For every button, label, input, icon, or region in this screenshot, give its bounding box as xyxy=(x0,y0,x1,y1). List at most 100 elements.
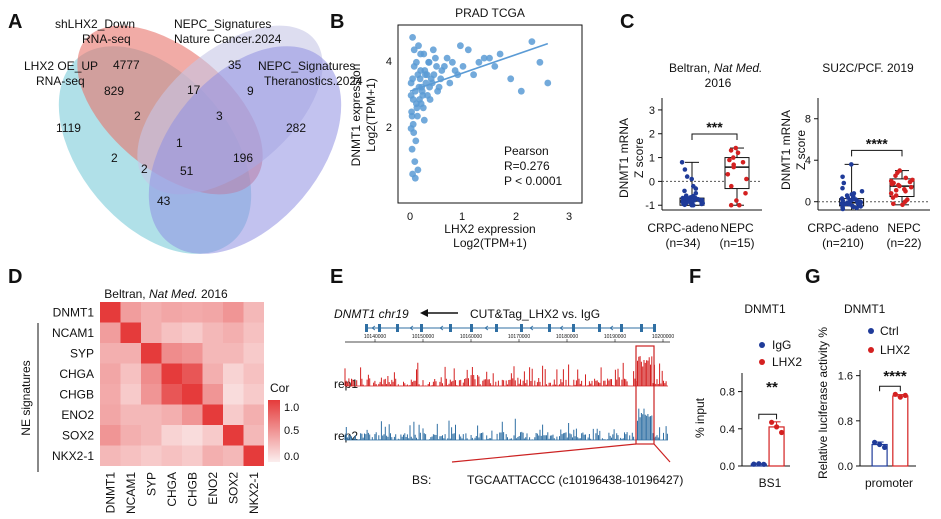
coverage-bars xyxy=(344,408,668,440)
heatmap-col-label: NCAM1 xyxy=(124,472,138,514)
gene-exon xyxy=(449,324,452,332)
venn-count: 3 xyxy=(216,109,223,123)
legend-tick: 0.5 xyxy=(284,425,299,437)
box-left-ylabel-2: Z score xyxy=(632,138,646,178)
box-point xyxy=(907,179,913,185)
scatter-point xyxy=(459,63,467,70)
heatmap-cell xyxy=(161,404,182,425)
binding-site-highlight xyxy=(635,345,655,445)
bar-f-sig: ** xyxy=(766,379,778,396)
scatter-point xyxy=(409,96,417,103)
box-point xyxy=(841,180,847,186)
scatter-point xyxy=(449,58,456,66)
y-tick-label: 0.8 xyxy=(720,387,735,399)
heatmap-cell xyxy=(202,363,223,384)
stats-r: R=0.276 xyxy=(504,159,550,173)
bar-point xyxy=(897,394,903,400)
panel-g: G DNMT1 0.0 0.8 1.6 Relative luciferase ac… xyxy=(805,266,916,490)
heatmap-cell xyxy=(223,302,244,323)
box-point xyxy=(858,199,864,205)
heatmap-cell xyxy=(202,384,223,405)
box-point xyxy=(682,196,688,201)
strand-chevron-icon xyxy=(559,325,564,331)
heatmap-cell xyxy=(223,445,244,466)
heatmap-cell xyxy=(161,425,182,446)
scatter-x-tick: 2 xyxy=(513,211,519,223)
sig-stars: **** xyxy=(866,135,888,151)
legend-marker-lhx2 xyxy=(759,359,765,365)
venn-count: 196 xyxy=(233,151,253,165)
box-point xyxy=(731,164,736,170)
heatmap-cell xyxy=(100,404,121,425)
strand-chevron-icon xyxy=(484,325,489,331)
heatmap-row-label: SYP xyxy=(70,346,94,360)
box-point xyxy=(693,186,699,191)
scatter-point xyxy=(441,63,448,70)
heatmap-cell xyxy=(202,404,223,425)
panel-label-g: G xyxy=(805,266,821,288)
heatmap-cell xyxy=(182,425,203,446)
venn-count: 2 xyxy=(111,151,118,165)
scatter-point xyxy=(413,58,420,66)
y-tick-label: 0.0 xyxy=(720,461,735,473)
panel-c: C Beltran, Nat Med. 2016 DNMT1 mRNA Z sc… xyxy=(617,11,930,250)
heatmap-cell xyxy=(202,343,223,364)
assay-label: CUT&Tag_LHX2 vs. IgG xyxy=(470,307,600,321)
scatter-point xyxy=(411,158,419,166)
scatter-point xyxy=(486,54,493,62)
box-right-plot: 0 4 8 **** xyxy=(805,98,930,212)
ne-signatures-label: NE signatures xyxy=(19,360,33,435)
venn-count: 4777 xyxy=(113,58,140,72)
heatmap-row-label: CHGA xyxy=(59,367,94,381)
y-tick-label: 0 xyxy=(649,176,655,188)
bar-g-sig: **** xyxy=(883,368,907,385)
scatter-x-tick: 3 xyxy=(566,211,572,223)
box-right-n: (n=22) xyxy=(886,236,921,250)
heatmap-cell xyxy=(243,425,264,446)
legend-marker-lhx2 xyxy=(868,347,874,353)
scatter-point xyxy=(418,87,426,95)
y-tick-label: 2 xyxy=(649,129,655,141)
box-left-n: (n=34) xyxy=(665,236,700,250)
y-tick-label: 0.8 xyxy=(838,416,853,428)
venn-set-label-lhx2oe-2: RNA-seq xyxy=(36,74,85,88)
heatmap-col-labels: DNMT1 NCAM1 SYP CHGA CHGB ENO2 SOX2 NKX2-1 xyxy=(103,472,261,514)
heatmap-cell xyxy=(120,302,141,323)
box-point xyxy=(893,173,898,179)
heatmap-cell xyxy=(100,445,121,466)
heatmap-col-label: DNMT1 xyxy=(103,472,117,514)
heatmap-cell xyxy=(120,322,141,343)
box-point xyxy=(849,192,855,197)
scatter-point xyxy=(415,42,422,50)
heatmap-cell xyxy=(141,384,162,405)
heatmap-cell xyxy=(223,384,244,405)
track-rep1 xyxy=(344,356,668,387)
bar-point xyxy=(892,391,898,397)
y-tick-label: 8 xyxy=(805,114,811,126)
venn-count: 1119 xyxy=(56,121,81,135)
venn-count: 2 xyxy=(134,109,141,123)
coordinate-label: 10200000 xyxy=(652,334,674,340)
gene-exon xyxy=(572,324,575,332)
panel-e: E DNMT1 chr19 CUT&Tag_LHX2 vs. IgG 10140… xyxy=(330,266,683,487)
scatter-point xyxy=(414,112,421,120)
coordinate-label: 10160000 xyxy=(460,334,482,340)
box-point xyxy=(891,180,896,186)
heatmap-cell xyxy=(120,343,141,364)
heatmap-row-label: ENO2 xyxy=(61,408,94,422)
box-point xyxy=(735,150,741,156)
scatter-x-label-2: Log2(TPM+1) xyxy=(453,236,527,250)
panel-f: F DNMT1 0.0 0.4 0.8 % input BS1 IgG LHX2 *… xyxy=(689,266,802,490)
scatter-point xyxy=(475,58,483,66)
panel-label-f: F xyxy=(689,266,701,288)
heatmap-cell xyxy=(141,363,162,384)
scatter-point xyxy=(470,71,477,79)
heatmap-cell xyxy=(100,425,121,446)
box-point xyxy=(903,175,909,181)
venn-set-label-lhx2oe-1: LHX2 OE_UP xyxy=(24,59,98,73)
heatmap-cell xyxy=(141,343,162,364)
heatmap-cell xyxy=(120,404,141,425)
bar-point xyxy=(872,439,878,445)
box-point xyxy=(839,196,845,201)
